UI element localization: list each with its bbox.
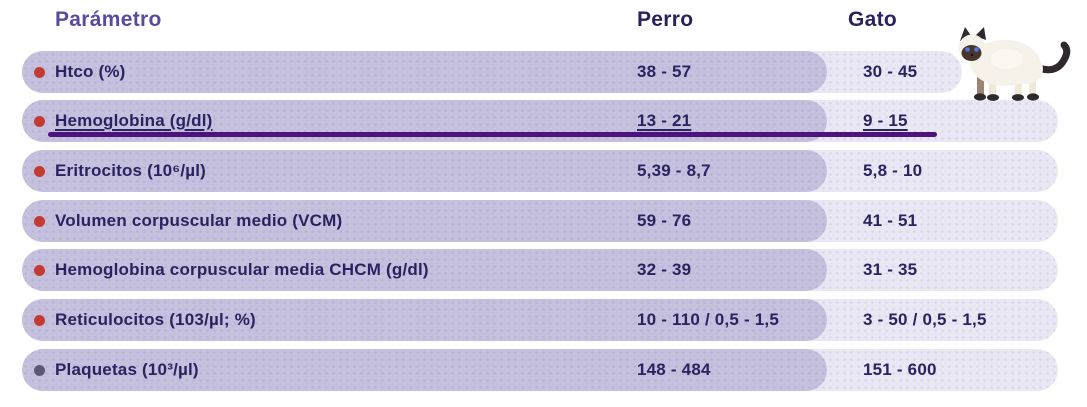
row-background-dark [22,249,827,291]
table-row: Reticulocitos (103/µl; %) 10 - 110 / 0,5… [0,299,1087,341]
table-row: Volumen corpuscular medio (VCM) 59 - 76 … [0,200,1087,242]
parameter-label: Reticulocitos (103/µl; %) [55,310,256,329]
column-header-dog: Perro [637,8,694,31]
table-row: Eritrocitos (10⁶/µl) 5,39 - 8,7 5,8 - 10 [0,150,1087,192]
bullet-icon [34,216,45,227]
row-background-dark [22,200,827,242]
table-row-highlighted: Hemoglobina (g/dl) 13 - 21 9 - 15 [0,100,1087,142]
bullet-icon [34,265,45,276]
dog-value: 10 - 110 / 0,5 - 1,5 [637,310,779,329]
row-background-dark [22,51,827,93]
parameter-label: Volumen corpuscular medio (VCM) [55,211,343,230]
parameter-label: Htco (%) [55,62,126,81]
cat-value: 31 - 35 [863,260,918,279]
parameter-label: Plaquetas (10³/µl) [55,360,199,379]
bullet-icon [34,315,45,326]
row-background-dark [22,349,827,391]
cat-value: 3 - 50 / 0,5 - 1,5 [863,310,987,329]
table-row: Htco (%) 38 - 57 30 - 45 [0,51,1087,93]
parameter-label: Hemoglobina corpuscular media CHCM (g/dl… [55,260,429,279]
table-row: Hemoglobina corpuscular media CHCM (g/dl… [0,249,1087,291]
bullet-icon [34,365,45,376]
dog-value: 13 - 21 [637,111,692,130]
dog-value: 148 - 484 [637,360,711,379]
row-background-dark [22,150,827,192]
bullet-icon [34,166,45,177]
cat-value: 151 - 600 [863,360,937,379]
parameter-label: Eritrocitos (10⁶/µl) [55,161,207,180]
highlight-underline [48,132,937,137]
cat-value: 41 - 51 [863,211,918,230]
column-header-cat: Gato [848,8,898,31]
column-header-parameter: Parámetro [55,8,162,31]
dog-value: 38 - 57 [637,62,692,81]
bullet-icon [34,116,45,127]
cat-illustration [955,27,1080,101]
siamese-cat-icon [958,27,1071,101]
dog-value: 59 - 76 [637,211,692,230]
parameter-label: Hemoglobina (g/dl) [55,111,213,130]
cat-value: 5,8 - 10 [863,161,923,180]
dog-value: 5,39 - 8,7 [637,161,711,180]
cat-value: 9 - 15 [863,111,908,130]
bullet-icon [34,67,45,78]
row-background-dark [22,299,827,341]
table-row: Plaquetas (10³/µl) 148 - 484 151 - 600 [0,349,1087,391]
cat-value: 30 - 45 [863,62,918,81]
dog-value: 32 - 39 [637,260,692,279]
